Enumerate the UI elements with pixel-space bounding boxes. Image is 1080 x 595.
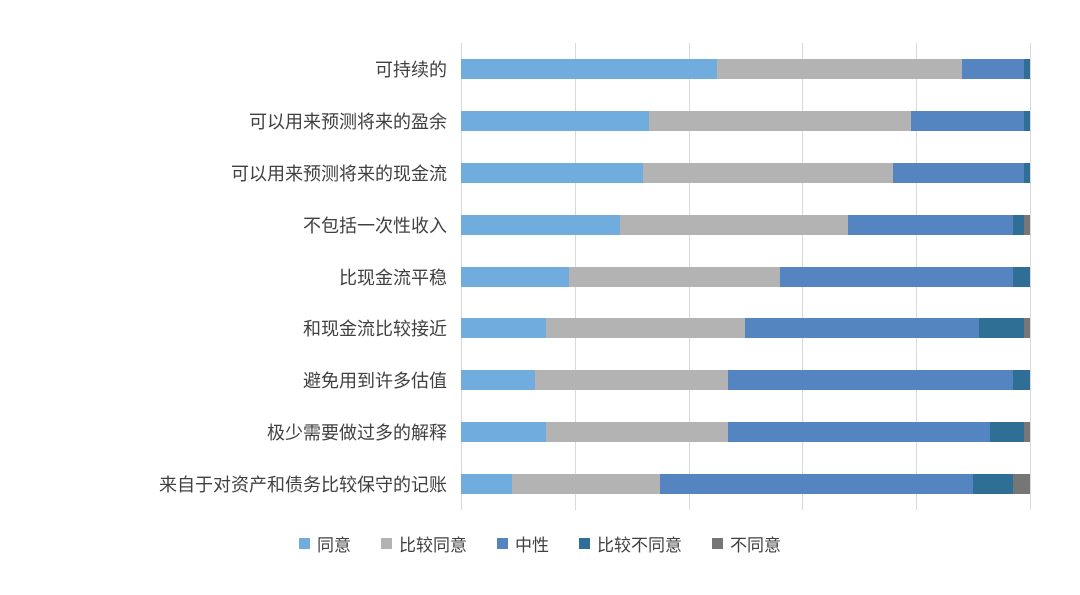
bar-segment-agree — [461, 422, 547, 443]
bar-segment-somewhat-disagree — [1024, 162, 1030, 183]
chart-row: 可以用来预测将来的现金流 — [0, 147, 1030, 199]
chart-row: 不包括一次性收入 — [0, 199, 1030, 251]
chart-row: 极少需要做过多的解释 — [0, 406, 1030, 458]
bar-segment-disagree — [1024, 422, 1030, 443]
bar-segment-neutral — [910, 110, 1025, 131]
bar-segment-somewhat-agree — [643, 162, 894, 183]
bar-segment-neutral — [745, 318, 979, 339]
bar — [461, 110, 1030, 131]
legend-swatch-disagree — [712, 538, 723, 549]
gridline — [1030, 43, 1031, 510]
legend-label: 比较同意 — [399, 536, 467, 556]
bar-segment-agree — [461, 214, 621, 235]
plot-rows: 可持续的可以用来预测将来的盈余可以用来预测将来的现金流不包括一次性收入比现金流平… — [0, 43, 1030, 510]
bar-segment-somewhat-disagree — [1024, 110, 1030, 131]
category-label: 避免用到许多估值 — [303, 371, 447, 393]
legend-item-somewhat-agree: 比较同意 — [381, 531, 467, 556]
legend-item-somewhat-disagree: 比较不同意 — [579, 531, 682, 556]
bar-segment-disagree — [1024, 214, 1030, 235]
bar — [461, 474, 1030, 495]
bar-segment-somewhat-disagree — [990, 422, 1025, 443]
legend-swatch-neutral — [497, 538, 508, 549]
bar-segment-neutral — [847, 214, 1013, 235]
legend-item-disagree: 不同意 — [712, 531, 781, 556]
bar-segment-neutral — [660, 474, 974, 495]
bar-segment-somewhat-agree — [717, 58, 962, 79]
bar — [461, 58, 1030, 79]
bar-segment-somewhat-agree — [620, 214, 848, 235]
bar-segment-somewhat-agree — [569, 266, 780, 287]
bar-segment-neutral — [779, 266, 1013, 287]
legend-item-neutral: 中性 — [497, 531, 549, 556]
category-label: 可以用来预测将来的盈余 — [249, 111, 447, 133]
bar — [461, 214, 1030, 235]
bar-segment-neutral — [728, 370, 1013, 391]
chart-row: 可以用来预测将来的盈余 — [0, 95, 1030, 147]
chart-row: 比现金流平稳 — [0, 251, 1030, 303]
bar-segment-somewhat-agree — [512, 474, 661, 495]
bar-segment-neutral — [893, 162, 1025, 183]
bar-segment-agree — [461, 474, 513, 495]
bar-segment-agree — [461, 162, 644, 183]
legend-label: 比较不同意 — [597, 536, 682, 556]
bar-segment-somewhat-disagree — [1012, 370, 1030, 391]
chart-row: 避免用到许多估值 — [0, 354, 1030, 406]
legend-swatch-somewhat-disagree — [579, 538, 590, 549]
legend-swatch-somewhat-agree — [381, 538, 392, 549]
legend: 同意 比较同意 中性 比较不同意 不同意 — [0, 531, 1080, 556]
bar-segment-somewhat-agree — [546, 422, 729, 443]
bar-segment-somewhat-disagree — [1024, 58, 1030, 79]
chart-row: 来自于对资产和债务比较保守的记账 — [0, 458, 1030, 510]
bar-segment-somewhat-disagree — [978, 318, 1025, 339]
bar-segment-somewhat-disagree — [1012, 214, 1025, 235]
chart-row: 和现金流比较接近 — [0, 302, 1030, 354]
bar-segment-agree — [461, 58, 718, 79]
chart-row: 可持续的 — [0, 43, 1030, 95]
bar — [461, 266, 1030, 287]
bar-segment-neutral — [728, 422, 991, 443]
legend-label: 中性 — [515, 536, 549, 556]
category-label: 来自于对资产和债务比较保守的记账 — [159, 475, 447, 497]
bar-segment-agree — [461, 318, 547, 339]
category-label: 不包括一次性收入 — [303, 215, 447, 237]
category-label: 比现金流平稳 — [339, 267, 447, 289]
bar-segment-agree — [461, 110, 649, 131]
category-label: 极少需要做过多的解释 — [267, 423, 447, 445]
bar-segment-somewhat-disagree — [1012, 266, 1030, 287]
category-label: 和现金流比较接近 — [303, 319, 447, 341]
bar-segment-somewhat-agree — [546, 318, 746, 339]
bar-segment-somewhat-disagree — [973, 474, 1013, 495]
bar — [461, 318, 1030, 339]
bar-segment-agree — [461, 370, 535, 391]
legend-label: 不同意 — [730, 536, 781, 556]
bar-segment-neutral — [961, 58, 1025, 79]
bar — [461, 370, 1030, 391]
legend-swatch-agree — [299, 538, 310, 549]
bar — [461, 162, 1030, 183]
bar-segment-agree — [461, 266, 570, 287]
bar-segment-disagree — [1012, 474, 1030, 495]
bar-segment-disagree — [1024, 318, 1030, 339]
bar-segment-somewhat-agree — [534, 370, 729, 391]
category-label: 可以用来预测将来的现金流 — [231, 163, 447, 185]
legend-item-agree: 同意 — [299, 531, 351, 556]
category-label: 可持续的 — [375, 59, 447, 81]
bar — [461, 422, 1030, 443]
bar-segment-somewhat-agree — [648, 110, 911, 131]
legend-label: 同意 — [317, 536, 351, 556]
